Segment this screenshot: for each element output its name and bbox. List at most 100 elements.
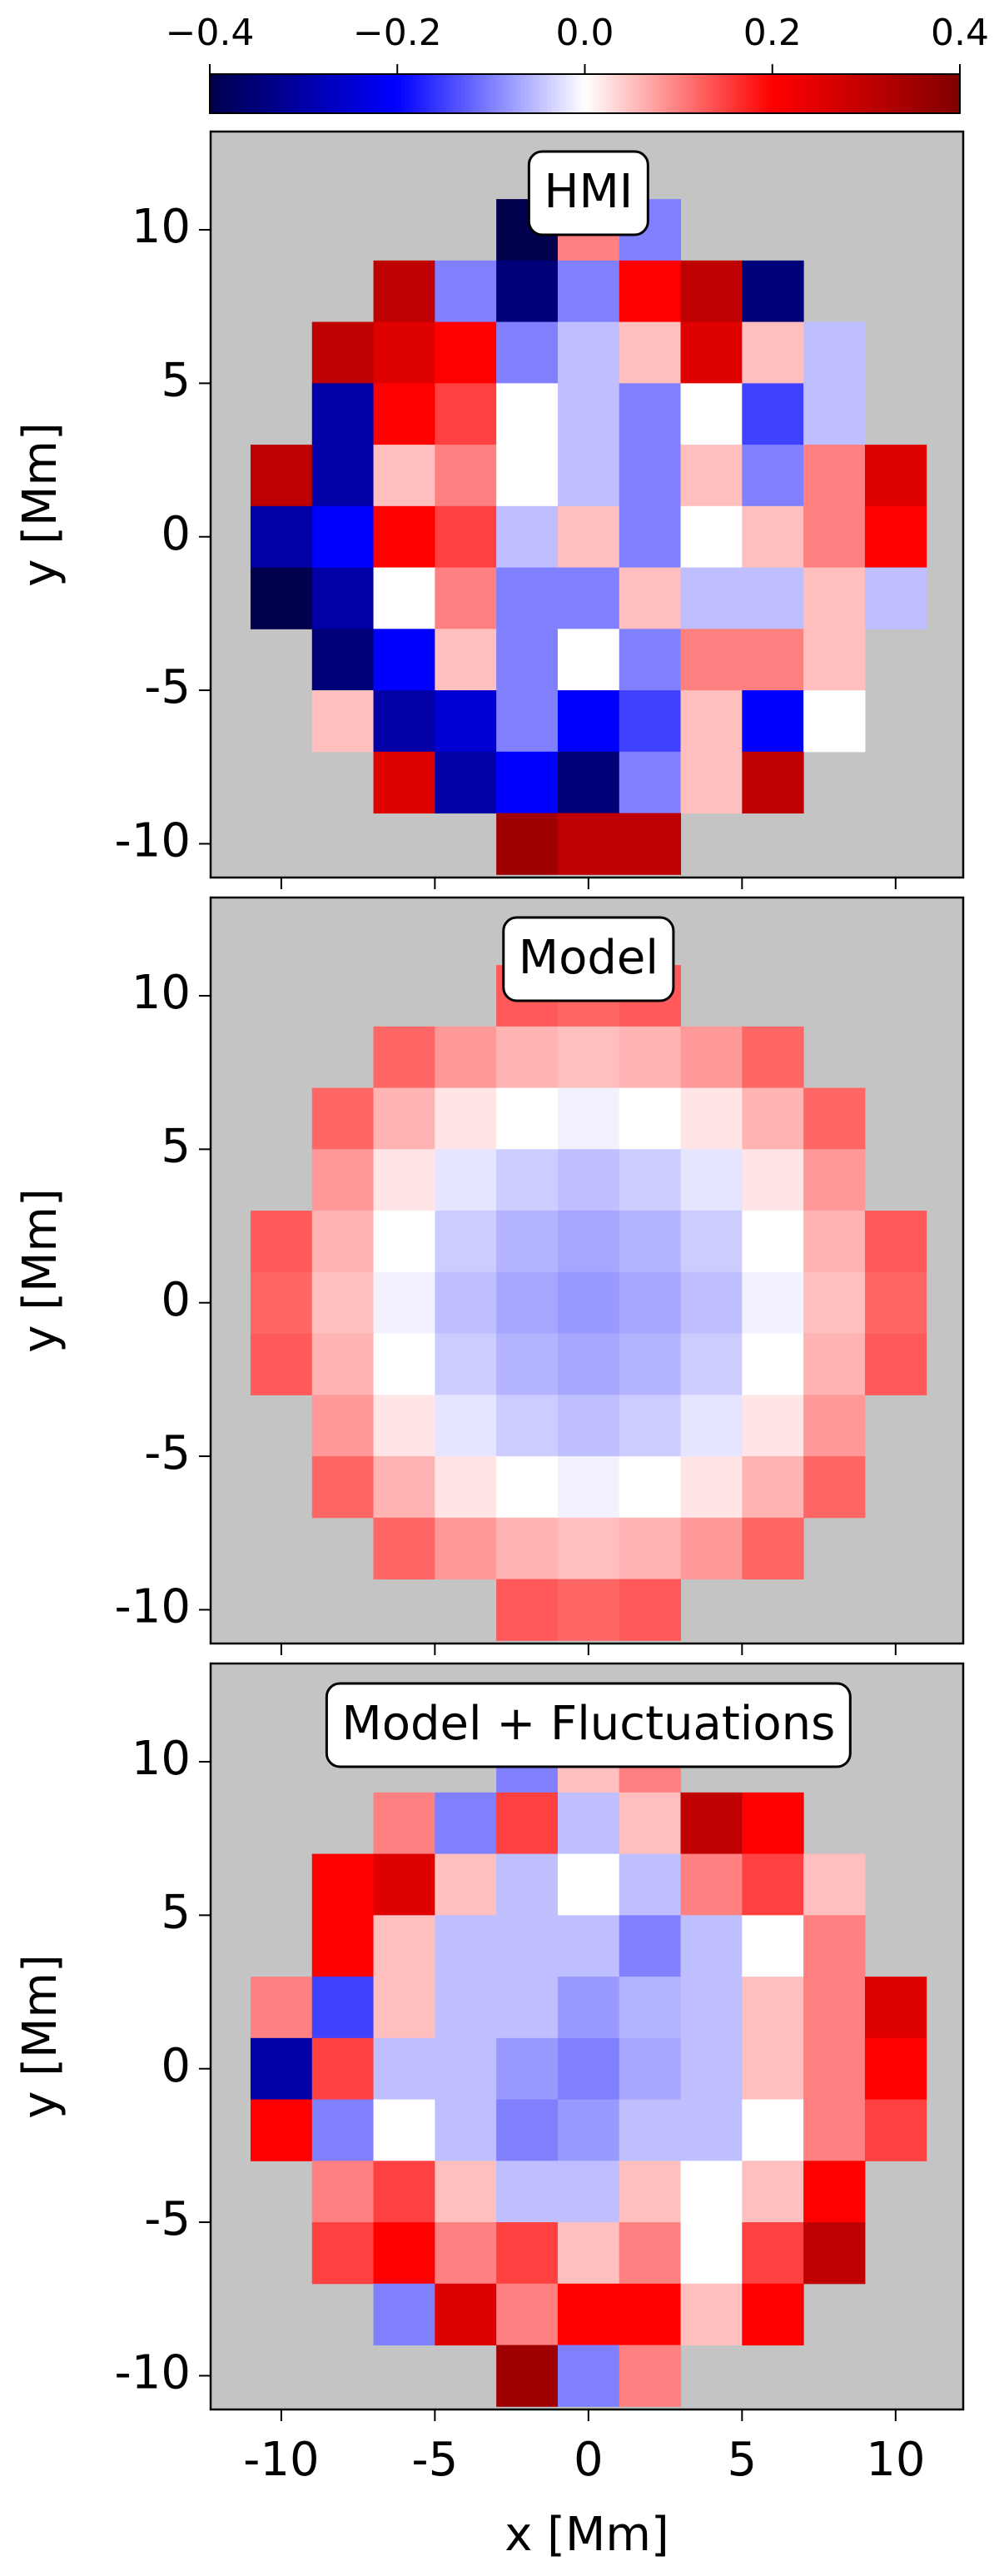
heat-cell (680, 1853, 743, 1916)
colorbar-segment (708, 74, 713, 113)
y-tick-label: 0 (161, 507, 191, 561)
heat-cell (496, 1149, 559, 1211)
colorbar-segment (285, 74, 290, 113)
heat-cell (373, 445, 435, 507)
colorbar-segment (345, 74, 350, 113)
heat-cell (803, 1977, 866, 2039)
colorbar-segment (213, 74, 218, 113)
heat-cell (680, 1395, 743, 1457)
heat-cell (680, 383, 743, 445)
colorbar-segment (532, 74, 537, 113)
colorbar-segment (873, 74, 878, 113)
heat-cell (311, 2161, 375, 2223)
y-tick-label: -10 (115, 1580, 191, 1634)
colorbar-segment (423, 74, 428, 113)
heat-cell (311, 1395, 375, 1457)
colorbar-segment (809, 74, 814, 113)
panel-annotation: Model + Fluctuations (325, 1682, 852, 1768)
colorbar-segment (847, 74, 852, 113)
colorbar-segment (584, 74, 589, 113)
heat-cell (680, 751, 743, 814)
heat-cell (373, 1149, 435, 1211)
colorbar-segment (854, 74, 859, 113)
heat-cell (557, 1792, 620, 1855)
heat-cell (864, 445, 927, 507)
plot-frame (209, 896, 965, 1645)
heat-cell (435, 1517, 497, 1580)
colorbar-segment (465, 74, 470, 113)
heat-cell (742, 1026, 804, 1089)
heat-cell (557, 505, 620, 569)
heat-cell (619, 260, 682, 323)
heat-cell (619, 629, 682, 691)
colorbar-segment (550, 74, 556, 113)
heat-cell (742, 1395, 804, 1457)
colorbar-segment (472, 74, 477, 113)
colorbar-segment (667, 74, 672, 113)
colorbar-segment (746, 74, 751, 113)
colorbar-segment (450, 74, 455, 113)
heat-cell (680, 2283, 743, 2346)
heat-cell (311, 2037, 375, 2101)
colorbar-segment (322, 74, 327, 113)
heat-cell (435, 690, 497, 753)
heat-cell (619, 1579, 682, 1641)
colorbar-segment (918, 74, 923, 113)
heat-cell (373, 751, 435, 814)
heat-cell (557, 751, 620, 814)
x-tick-label: 5 (728, 2433, 758, 2487)
heat-cell (496, 629, 559, 691)
heat-cell (680, 1211, 743, 1273)
colorbar-segment (262, 74, 267, 113)
heat-cell (496, 751, 559, 814)
colorbar-segment (554, 74, 559, 113)
colorbar-segment (475, 74, 480, 113)
colorbar-segment (791, 74, 796, 113)
heat-cell (557, 2345, 620, 2407)
colorbar-segment (599, 74, 604, 113)
heat-cell (680, 629, 743, 691)
colorbar-segment (896, 74, 901, 113)
heat-cell (619, 2161, 682, 2223)
heat-cell (373, 383, 435, 445)
colorbar-segment (637, 74, 642, 113)
heat-cell (496, 2099, 559, 2161)
heat-cell (311, 383, 375, 445)
heat-cell (373, 2161, 435, 2223)
annotation-text: Model (519, 931, 659, 985)
colorbar-segment (438, 74, 443, 113)
heat-cell (680, 260, 743, 323)
heat-cell (435, 505, 497, 569)
colorbar-segment (862, 74, 867, 113)
heat-cell (557, 1915, 620, 1977)
heat-cell (803, 1087, 866, 1150)
colorbar-segment (712, 74, 717, 113)
heat-cell (619, 1087, 682, 1150)
colorbar-segment (649, 74, 654, 113)
colorbar-segment (881, 74, 886, 113)
heat-cell (557, 383, 620, 445)
colorbar-segment (502, 74, 507, 113)
colorbar-segment (749, 74, 754, 113)
panel-annotation: HMI (527, 150, 649, 236)
annotation-text: HMI (544, 165, 633, 219)
colorbar-segment (483, 74, 488, 113)
y-tick-label: -5 (144, 1426, 191, 1480)
heat-cell (435, 260, 497, 323)
heat-cell (557, 260, 620, 323)
colorbar-segment (330, 74, 335, 113)
heat-cell (496, 445, 559, 507)
heat-cell (742, 321, 804, 384)
heat-cell (803, 629, 866, 691)
x-tick-label: 0 (574, 2433, 604, 2487)
heat-cell (742, 2037, 804, 2101)
heat-cell (742, 1853, 804, 1916)
heat-cell (373, 1456, 435, 1519)
heat-cell (619, 505, 682, 569)
heat-cell (373, 629, 435, 691)
heat-cell (742, 1456, 804, 1519)
heat-cell (803, 2099, 866, 2161)
colorbar-segment (517, 74, 522, 113)
heat-cell (803, 2222, 866, 2285)
colorbar-segment (415, 74, 420, 113)
